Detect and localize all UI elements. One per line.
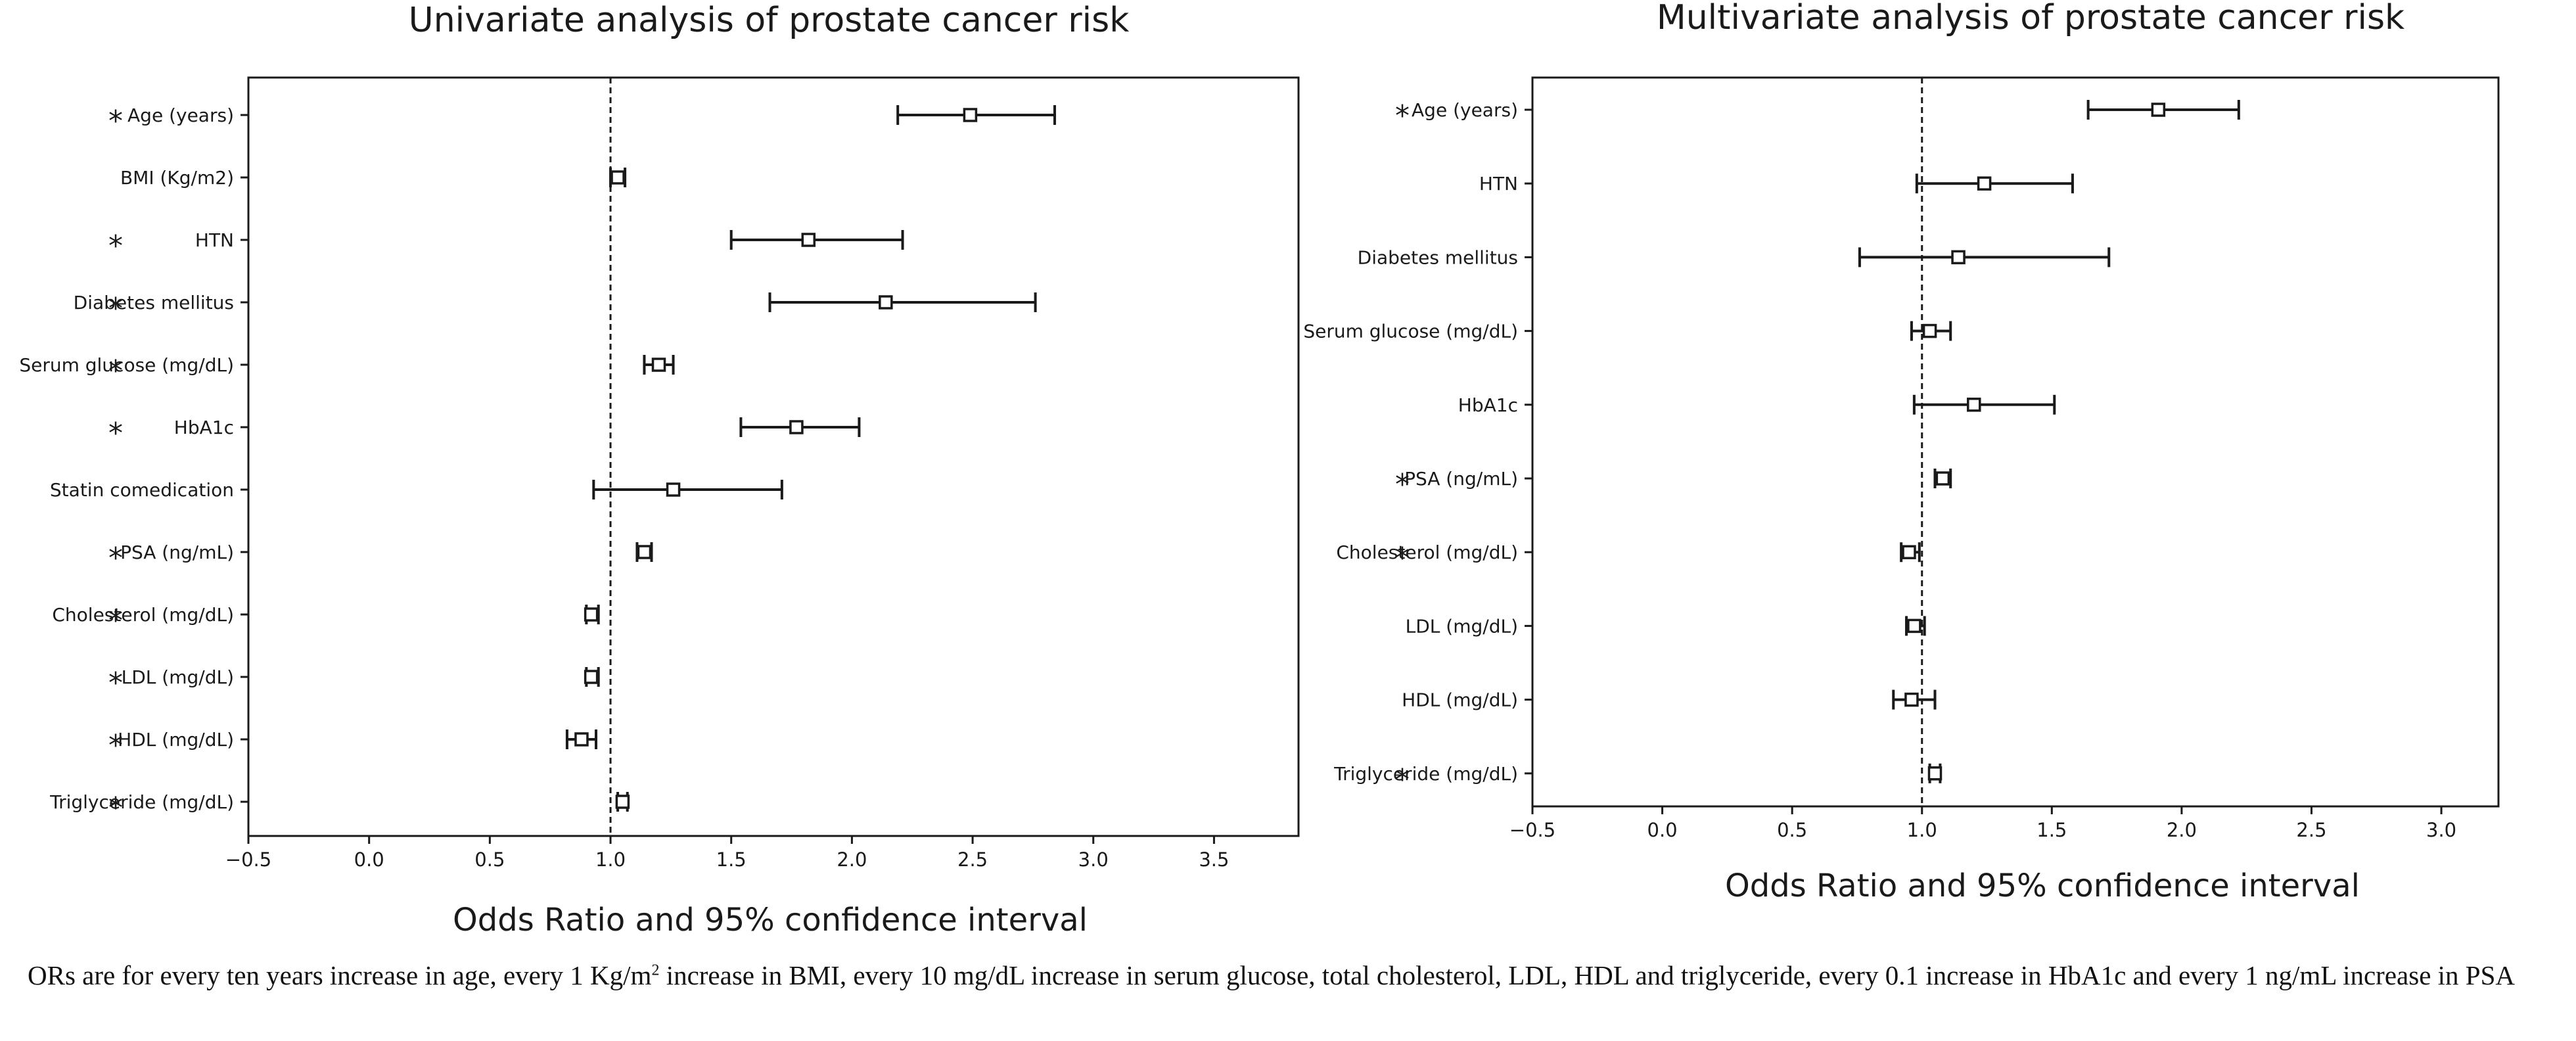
significance-star: * — [108, 666, 123, 700]
x-tick-label: 1.5 — [2036, 819, 2067, 841]
x-tick-label: 0.0 — [354, 848, 384, 871]
odds-ratio-marker — [651, 358, 666, 372]
y-tick-label: HbA1c — [174, 417, 234, 438]
y-tick-label: Serum glucose (mg/dL) — [1303, 321, 1518, 342]
y-tick-label: Statin comedication — [50, 479, 234, 501]
odds-ratio-marker — [963, 108, 978, 122]
figure-caption: ORs are for every ten years increase in … — [28, 958, 2551, 992]
caption-superscript: 2 — [651, 961, 660, 979]
significance-star: * — [108, 229, 123, 263]
odds-ratio-marker — [1907, 618, 1921, 634]
significance-star: * — [1395, 99, 1410, 133]
y-tick-label: HDL (mg/dL) — [118, 729, 234, 751]
odds-ratio-marker — [584, 670, 599, 684]
chart-univariate: Univariate analysis of prostate cancer r… — [19, 1, 1300, 938]
odds-ratio-marker — [2151, 103, 2166, 117]
significance-star: * — [108, 292, 123, 325]
y-tick-label: LDL (mg/dL) — [1406, 615, 1518, 637]
y-tick-label: Triglyceride (mg/dL) — [49, 791, 234, 813]
x-tick-label: 1.0 — [1907, 819, 1937, 841]
x-axis-label: Odds Ratio and 95% confidence interval — [453, 902, 1088, 938]
y-tick-label: Age (years) — [1412, 99, 1518, 121]
x-tick-label: 2.5 — [2296, 819, 2326, 841]
y-tick-label: PSA (ng/mL) — [120, 542, 234, 563]
odds-ratio-marker — [1935, 471, 1950, 486]
x-tick-label: 2.0 — [2167, 819, 2197, 841]
y-tick-label: Diabetes mellitus — [1358, 246, 1518, 268]
odds-ratio-marker — [1904, 692, 1919, 707]
y-tick-label: Cholesterol (mg/dL) — [52, 604, 234, 626]
odds-ratio-marker — [879, 295, 893, 310]
y-tick-label: Serum glucose (mg/dL) — [19, 354, 234, 376]
x-tick-label: −0.5 — [225, 848, 271, 871]
x-tick-label: 0.0 — [1647, 819, 1678, 841]
x-tick-label: −0.5 — [1509, 819, 1555, 841]
y-tick-label: HTN — [195, 229, 234, 251]
x-tick-label: 2.0 — [837, 848, 867, 871]
x-axis-label: Odds Ratio and 95% confidence interval — [1725, 868, 2360, 904]
significance-star: * — [108, 542, 123, 575]
significance-star: * — [108, 729, 123, 762]
odds-ratio-marker — [789, 420, 804, 434]
chart-multivariate: Multivariate analysis of prostate cancer… — [1303, 0, 2500, 904]
significance-star: * — [108, 604, 123, 637]
y-tick-label: HDL (mg/dL) — [1402, 689, 1518, 711]
x-tick-label: 3.0 — [2426, 819, 2456, 841]
y-tick-label: Triglyceride (mg/dL) — [1333, 763, 1518, 785]
odds-ratio-marker — [1902, 545, 1916, 559]
significance-star: * — [1395, 542, 1410, 575]
odds-ratio-marker — [1977, 176, 1992, 191]
chart-title: Multivariate analysis of prostate cancer… — [1657, 0, 2404, 37]
significance-star: * — [1395, 468, 1410, 501]
caption-text-1: ORs are for every ten years increase in … — [28, 960, 652, 990]
odds-ratio-marker — [584, 607, 599, 622]
significance-star: * — [108, 417, 123, 450]
y-tick-label: LDL (mg/dL) — [122, 666, 234, 688]
x-tick-label: 1.0 — [595, 848, 626, 871]
plot-frame — [247, 76, 1300, 837]
caption-text-2: increase in BMI, every 10 mg/dL increase… — [659, 960, 2515, 990]
odds-ratio-marker — [666, 482, 681, 497]
y-tick-label: BMI (Kg/m2) — [120, 167, 234, 189]
odds-ratio-marker — [574, 732, 589, 747]
x-tick-label: 2.5 — [957, 848, 988, 871]
x-tick-label: 0.5 — [474, 848, 505, 871]
plot-frame — [1531, 76, 2500, 808]
odds-ratio-marker — [1927, 766, 1943, 781]
odds-ratio-marker — [1922, 323, 1937, 338]
chart-title: Univariate analysis of prostate cancer r… — [409, 1, 1130, 40]
odds-ratio-marker — [801, 233, 816, 247]
odds-ratio-marker — [637, 545, 652, 559]
y-tick-label: Age (years) — [127, 104, 234, 126]
significance-star: * — [1395, 763, 1410, 797]
significance-star: * — [108, 791, 123, 825]
x-tick-label: 0.5 — [1777, 819, 1807, 841]
x-tick-label: 1.5 — [716, 848, 747, 871]
significance-star: * — [108, 104, 123, 138]
odds-ratio-marker — [1951, 250, 1966, 265]
y-tick-label: HbA1c — [1458, 394, 1518, 416]
y-tick-label: HTN — [1479, 173, 1518, 195]
y-tick-label: PSA (ng/mL) — [1404, 468, 1518, 490]
odds-ratio-marker — [610, 170, 625, 185]
x-tick-label: 3.5 — [1199, 848, 1229, 871]
odds-ratio-marker — [615, 795, 630, 809]
y-tick-label: Diabetes mellitus — [74, 292, 234, 313]
odds-ratio-marker — [1967, 398, 1981, 412]
x-tick-label: 3.0 — [1078, 848, 1109, 871]
y-tick-label: Cholesterol (mg/dL) — [1336, 542, 1518, 563]
significance-star: * — [108, 354, 123, 388]
